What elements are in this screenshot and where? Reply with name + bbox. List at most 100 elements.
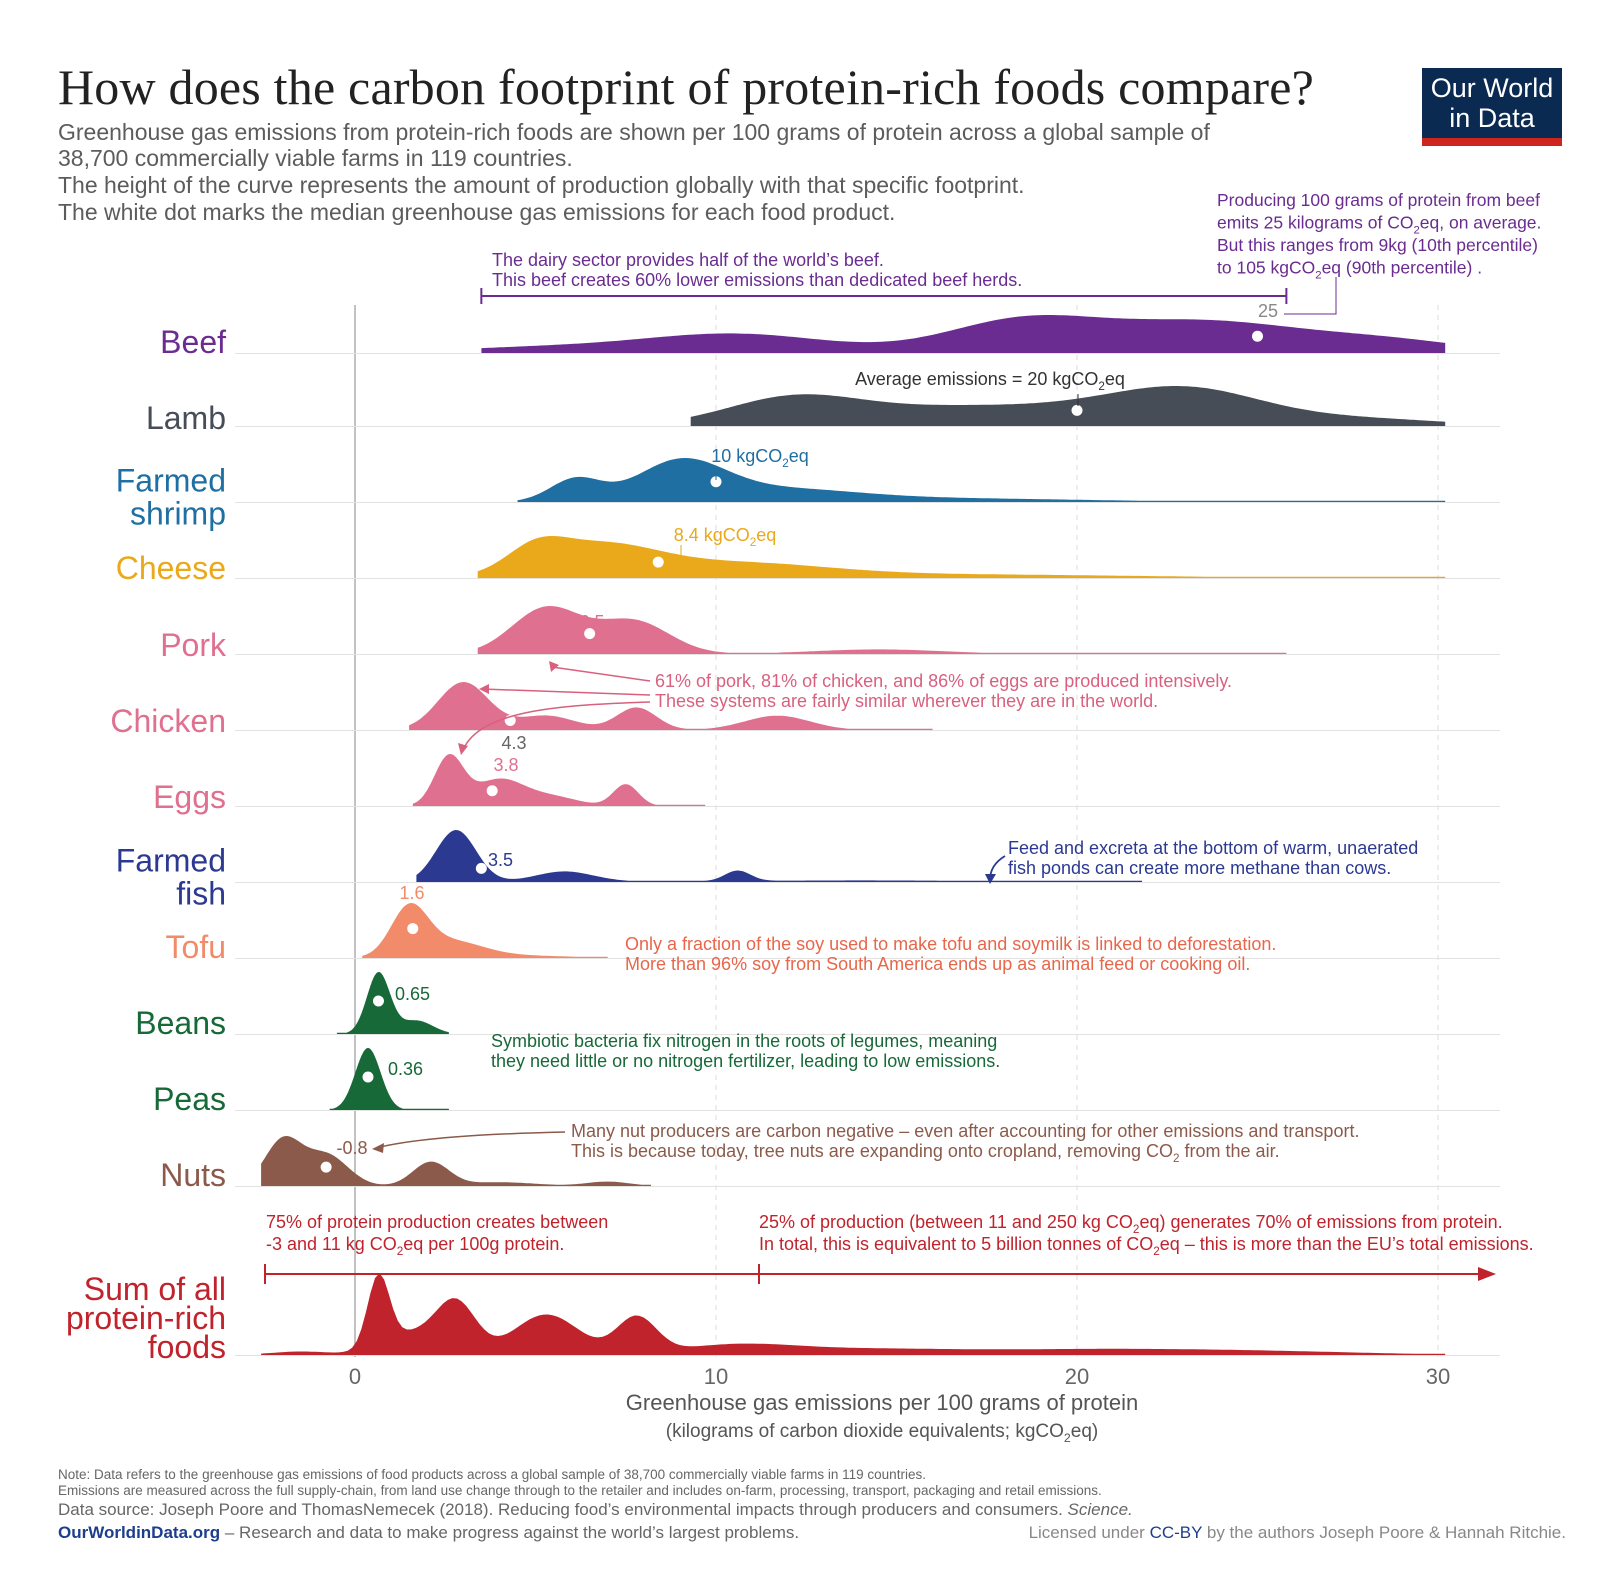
source-journal: Science. xyxy=(1067,1500,1133,1519)
annotation-nuts-2: This is because today, tree nuts are exp… xyxy=(571,1141,1280,1165)
median-label-cheese: 8.4 kgCO2​eq xyxy=(674,525,777,549)
annotation-sum_left-1: 75% of protein production creates betwee… xyxy=(266,1212,608,1232)
owid-tagline: – Research and data to make progress aga… xyxy=(220,1523,800,1542)
license-prefix: Licensed under xyxy=(1028,1523,1150,1542)
owid-logo[interactable]: Our World in Data xyxy=(1422,68,1562,146)
ridge-chicken xyxy=(409,682,933,730)
category-label-beef: Beef xyxy=(160,324,226,360)
license-suffix: by the authors Joseph Poore & Hannah Rit… xyxy=(1202,1523,1566,1542)
ridge-cheese xyxy=(477,536,1446,578)
annotation-fish-1: Feed and excreta at the bottom of warm, … xyxy=(1008,838,1418,858)
x-axis-sublabel: (kilograms of carbon dioxide equivalents… xyxy=(666,1421,1098,1445)
arrowhead-eggs xyxy=(458,743,468,755)
footer-owid: OurWorldinData.org – Research and data t… xyxy=(58,1523,799,1543)
annotation-fish-2: fish ponds can create more methane than … xyxy=(1008,858,1391,878)
ridge-beans xyxy=(336,972,449,1034)
sum-range-arrowhead xyxy=(1478,1267,1496,1281)
category-label-farmed-shrimp: shrimp xyxy=(130,496,226,532)
annotation-legumes-2: they need little or no nitrogen fertiliz… xyxy=(491,1051,1000,1071)
ridge-lamb xyxy=(690,386,1446,426)
intensive-arrow-pork xyxy=(551,666,651,682)
owid-link[interactable]: OurWorldinData.org xyxy=(58,1523,221,1542)
annotation-sum_left-2: -3 and 11 kg CO2​eq per 100g protein. xyxy=(266,1234,564,1258)
nuts-arrow xyxy=(379,1131,566,1148)
source-text: Data source: Joseph Poore and ThomasNeme… xyxy=(58,1500,1068,1519)
subtitle-line-1: Greenhouse gas emissions from protein-ri… xyxy=(58,119,1210,145)
beef-range-leader xyxy=(1284,277,1337,315)
annotation-intensive-2: These systems are fairly similar whereve… xyxy=(655,691,1158,711)
annotation-beef_range-1: Producing 100 grams of protein from beef xyxy=(1217,190,1540,210)
category-label-sum-of-all-protein-rich-foods: protein-rich xyxy=(66,1300,226,1336)
ridge-nuts xyxy=(261,1136,651,1186)
category-label-pork: Pork xyxy=(160,627,227,663)
median-label-farmed-shrimp: 10 kgCO2​eq xyxy=(711,446,809,470)
x-tick-10: 10 xyxy=(704,1364,728,1389)
annotation-sum_right-2: In total, this is equivalent to 5 billio… xyxy=(759,1234,1534,1258)
annotation-dairy-2: This beef creates 60% lower emissions th… xyxy=(492,270,1022,290)
category-label-cheese: Cheese xyxy=(116,550,226,586)
category-label-tofu: Tofu xyxy=(166,929,226,965)
median-label-nuts: -0.8 xyxy=(336,1138,367,1158)
intensive-arrow-eggs xyxy=(462,701,651,751)
category-label-nuts: Nuts xyxy=(160,1157,226,1193)
annotation-beef_range-3: But this ranges from 9kg (10th percentil… xyxy=(1217,235,1538,255)
ridge-tofu xyxy=(362,903,608,958)
median-dot-pork xyxy=(584,628,596,640)
median-dot-farmed-shrimp xyxy=(710,476,722,488)
category-label-chicken: Chicken xyxy=(110,703,226,739)
category-label-sum-of-all-protein-rich-foods: foods xyxy=(148,1329,226,1365)
annotation-tofu-1: Only a fraction of the soy used to make … xyxy=(625,934,1276,954)
arrowhead-pork xyxy=(549,661,559,672)
median-dot-farmed-fish xyxy=(475,862,487,874)
category-label-farmed-fish: Farmed xyxy=(116,843,226,879)
footer-note-2: Emissions are measured across the full s… xyxy=(58,1483,1102,1498)
median-label-lamb: Average emissions = 20 kgCO2​eq xyxy=(855,369,1125,393)
median-label-beef: 25 xyxy=(1258,301,1278,321)
annotation-nuts-1: Many nut producers are carbon negative –… xyxy=(571,1121,1359,1141)
ridge-beef xyxy=(481,315,1446,353)
license-link[interactable]: CC-BY xyxy=(1149,1523,1203,1542)
median-dot-eggs xyxy=(486,785,498,797)
subtitle-line-2: 38,700 commercially viable farms in 119 … xyxy=(58,145,573,171)
category-label-farmed-fish: fish xyxy=(176,876,226,912)
annotation-intensive-1: 61% of pork, 81% of chicken, and 86% of … xyxy=(655,671,1232,691)
ridge-farmed-fish xyxy=(416,830,1142,882)
annotation-tofu-2: More than 96% soy from South America end… xyxy=(625,954,1250,974)
x-axis-label: Greenhouse gas emissions per 100 grams o… xyxy=(626,1390,1138,1415)
annotation-dairy-1: The dairy sector provides half of the wo… xyxy=(492,250,884,270)
footer-license: Licensed under CC-BY by the authors Jose… xyxy=(1029,1523,1566,1543)
arrowhead-chicken xyxy=(479,684,489,694)
category-label-beans: Beans xyxy=(135,1005,226,1041)
annotation-sum_right-1: 25% of production (between 11 and 250 kg… xyxy=(759,1212,1503,1236)
annotation-beef_range-4: to 105 kgCO2​eq (90th percentile) . xyxy=(1217,258,1482,282)
ridge-peas xyxy=(329,1048,449,1110)
logo-line-1: Our World xyxy=(1430,73,1554,103)
ridge-sum-of-all-protein-rich-foods xyxy=(261,1273,1446,1355)
x-tick-20: 20 xyxy=(1065,1364,1089,1389)
annotation-legumes-1: Symbiotic bacteria fix nitrogen in the r… xyxy=(491,1031,997,1051)
footer-note-1: Note: Data refers to the greenhouse gas … xyxy=(58,1467,926,1482)
intensive-arrow-chicken xyxy=(481,688,651,696)
median-label-eggs: 3.8 xyxy=(493,755,518,775)
ridge-eggs xyxy=(412,754,706,806)
category-label-farmed-shrimp: Farmed xyxy=(116,463,226,499)
nuts-arrowhead xyxy=(372,1143,384,1153)
fish-arrowhead xyxy=(985,874,996,884)
chart-title: How does the carbon footprint of protein… xyxy=(58,59,1315,115)
median-dot-tofu xyxy=(407,923,419,935)
category-label-sum-of-all-protein-rich-foods: Sum of all xyxy=(84,1271,226,1307)
logo-line-2: in Data xyxy=(1449,103,1535,133)
ridge-pork xyxy=(477,606,1287,654)
median-dot-peas xyxy=(362,1071,374,1083)
x-tick-0: 0 xyxy=(349,1364,361,1389)
footer-source: Data source: Joseph Poore and ThomasNeme… xyxy=(58,1500,1133,1520)
median-label-tofu: 1.6 xyxy=(399,883,424,903)
subtitle-line-3: The height of the curve represents the a… xyxy=(58,172,1025,198)
median-label-beans: 0.65 xyxy=(395,984,430,1004)
median-dot-cheese xyxy=(652,556,664,568)
median-label-pork: 6.5 xyxy=(579,612,604,632)
median-dot-nuts xyxy=(320,1161,332,1173)
median-label-farmed-fish: 3.5 xyxy=(488,850,513,870)
median-dot-beef xyxy=(1252,330,1263,342)
